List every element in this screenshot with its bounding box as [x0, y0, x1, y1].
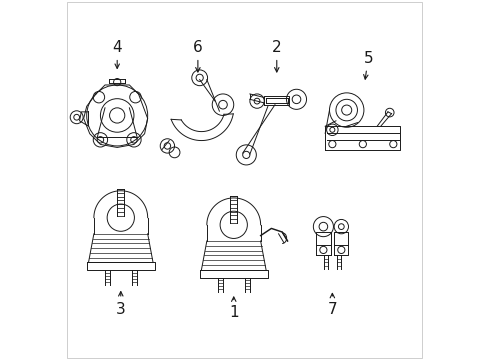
- Text: 1: 1: [228, 297, 238, 320]
- Text: 6: 6: [193, 40, 203, 72]
- Text: 3: 3: [116, 292, 125, 316]
- Text: 5: 5: [363, 50, 372, 79]
- Text: 4: 4: [112, 40, 122, 68]
- Text: 7: 7: [327, 293, 337, 316]
- Text: 2: 2: [271, 40, 281, 72]
